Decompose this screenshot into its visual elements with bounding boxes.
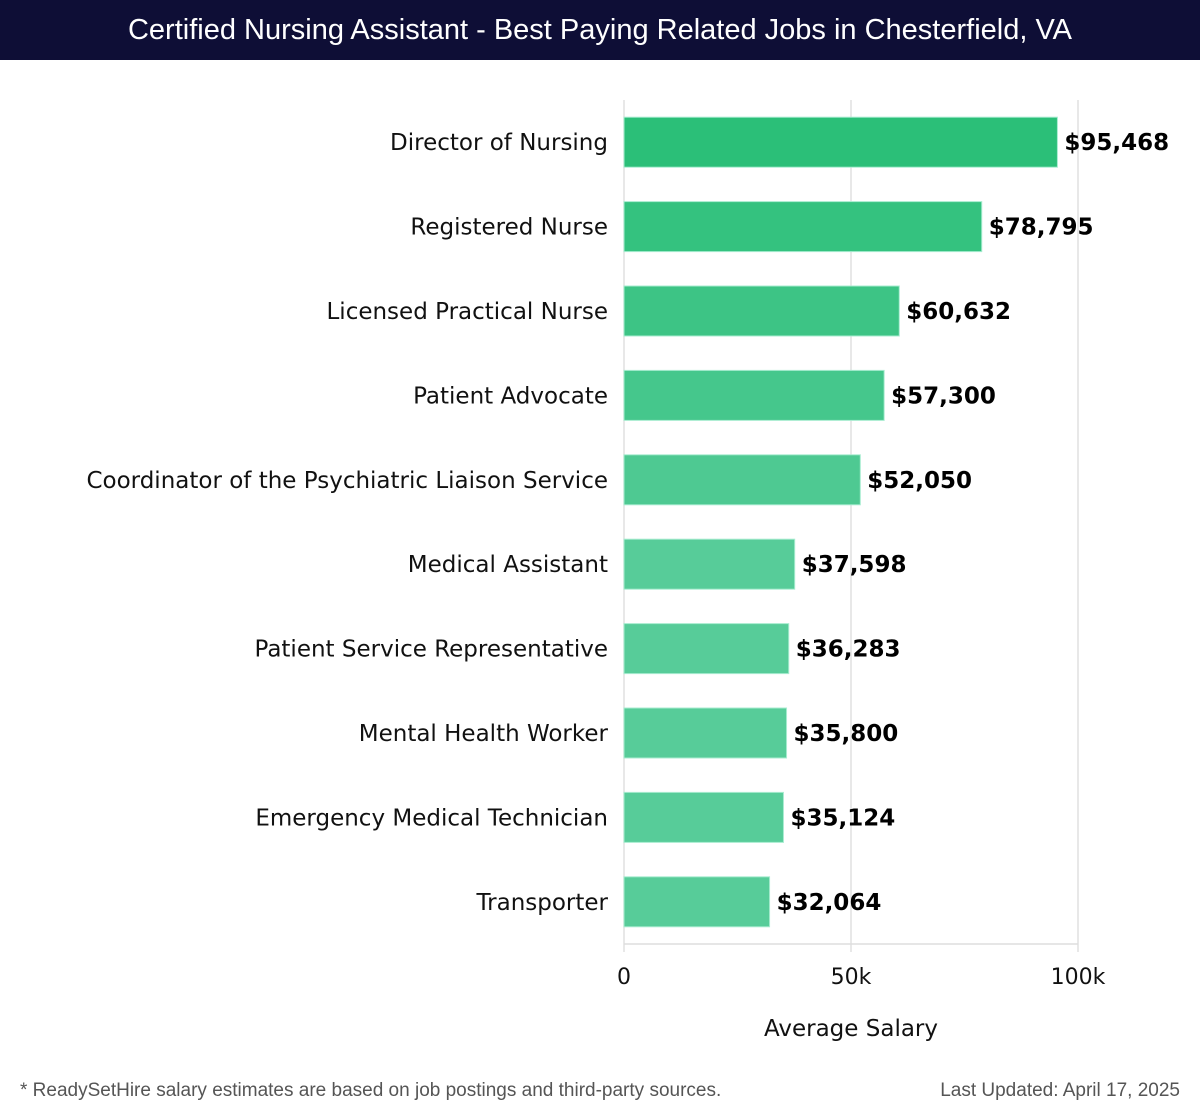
x-axis-label: Average Salary: [764, 1016, 938, 1042]
category-label: Mental Health Worker: [359, 721, 609, 747]
category-label: Emergency Medical Technician: [255, 805, 608, 831]
value-label: $32,064: [777, 890, 882, 916]
x-tick-label: 0: [617, 965, 631, 990]
category-label: Registered Nurse: [410, 215, 608, 241]
bar: [623, 623, 790, 675]
footer-note: * ReadySetHire salary estimates are base…: [20, 1080, 722, 1101]
category-label: Patient Service Representative: [254, 637, 608, 663]
category-label: Patient Advocate: [413, 383, 608, 409]
bar: [623, 791, 784, 843]
category-label: Coordinator of the Psychiatric Liaison S…: [86, 468, 608, 494]
category-label: Transporter: [475, 890, 608, 916]
category-label: Medical Assistant: [408, 552, 608, 578]
value-label: $37,598: [802, 552, 907, 578]
value-label: $52,050: [867, 468, 972, 494]
value-label: $60,632: [906, 299, 1011, 325]
value-label: $35,800: [794, 721, 899, 747]
category-label: Licensed Practical Nurse: [326, 299, 608, 325]
value-label: $95,468: [1064, 130, 1169, 156]
x-tick-label: 100k: [1051, 965, 1106, 990]
chart-title: Certified Nursing Assistant - Best Payin…: [0, 0, 1200, 60]
bar: [623, 876, 771, 928]
bar: [623, 454, 861, 506]
last-updated: Last Updated: April 17, 2025: [940, 1080, 1180, 1101]
value-label: $57,300: [891, 383, 996, 409]
bar: [623, 538, 796, 590]
value-label: $36,283: [796, 637, 901, 663]
bar: [623, 201, 983, 253]
bar: [623, 369, 885, 421]
x-tick-label: 50k: [831, 965, 872, 990]
category-label: Director of Nursing: [390, 130, 608, 156]
bar: [623, 707, 788, 759]
value-label: $35,124: [790, 805, 895, 831]
bar: [623, 116, 1058, 168]
bar: [623, 285, 900, 337]
value-label: $78,795: [989, 215, 1094, 241]
